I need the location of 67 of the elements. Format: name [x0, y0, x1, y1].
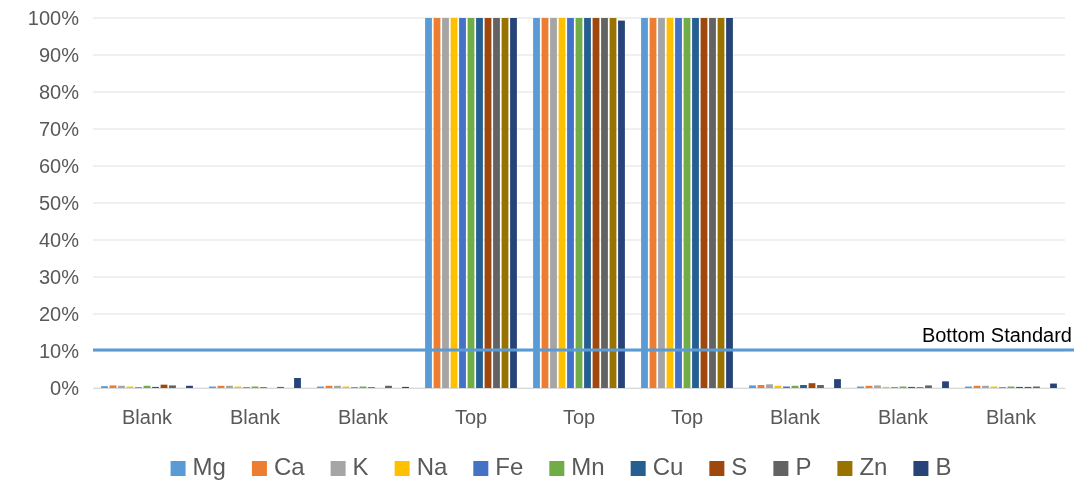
bar	[226, 385, 233, 388]
y-tick-label: 100%	[27, 6, 80, 29]
bar	[459, 18, 466, 388]
x-tick-label: Blank	[769, 406, 822, 429]
bar	[601, 18, 608, 388]
legend-label: Fe	[495, 453, 524, 480]
x-tick-label: Blank	[877, 406, 930, 429]
x-tick-label: Blank	[229, 406, 282, 429]
x-tick-label: Blank	[337, 406, 390, 429]
bar	[658, 18, 665, 388]
x-tick-label: Top	[562, 406, 596, 429]
bar	[476, 18, 483, 388]
bar	[942, 381, 949, 388]
bar	[800, 385, 807, 388]
bar	[982, 385, 989, 388]
legend-label: Cu	[652, 453, 684, 480]
y-tick-label: 60%	[38, 154, 80, 177]
x-tick-label: Top	[454, 406, 488, 429]
bar	[109, 385, 117, 388]
bar	[550, 18, 557, 388]
bar	[186, 385, 193, 388]
legend-label: Na	[416, 453, 448, 480]
bar	[757, 385, 765, 388]
x-tick-label: Blank	[985, 406, 1038, 429]
bar	[385, 385, 392, 388]
bar	[442, 18, 449, 388]
y-tick-label: 80%	[38, 80, 80, 103]
bar	[567, 18, 574, 388]
bar	[874, 385, 881, 388]
legend-label: Zn	[859, 453, 888, 480]
bar	[169, 385, 176, 388]
legend-label: S	[731, 453, 748, 480]
bar	[118, 385, 125, 388]
bar	[618, 20, 625, 388]
y-tick-label: 0%	[50, 376, 80, 399]
ref-line-label: Bottom Standard	[921, 323, 1072, 346]
bar	[675, 18, 682, 388]
y-tick-label: 20%	[38, 302, 80, 325]
y-tick-label: 50%	[38, 191, 80, 214]
bar	[294, 378, 301, 388]
y-tick-label: 10%	[38, 339, 80, 362]
legend-label: P	[795, 453, 812, 480]
legend-label: Ca	[273, 453, 306, 480]
bar	[726, 18, 733, 388]
bar	[749, 385, 756, 388]
y-tick-label: 70%	[38, 117, 80, 140]
legend-label: K	[352, 453, 369, 480]
y-tick-label: 30%	[38, 265, 80, 288]
bar	[834, 379, 841, 388]
bar	[1050, 383, 1057, 388]
bar	[584, 18, 591, 388]
legend-label: Mn	[571, 453, 605, 480]
y-tick-label: 40%	[38, 228, 80, 251]
bar	[817, 385, 824, 388]
y-tick-label: 90%	[38, 43, 80, 66]
bar	[766, 384, 773, 388]
bar	[925, 385, 932, 388]
bar	[808, 383, 816, 388]
x-tick-label: Blank	[121, 406, 174, 429]
bar	[493, 18, 500, 388]
x-tick-label: Top	[670, 406, 704, 429]
bar	[709, 18, 716, 388]
bar	[334, 385, 341, 388]
bar	[510, 18, 517, 388]
bar	[692, 18, 699, 388]
legend-label: B	[935, 453, 952, 480]
legend-label: Mg	[192, 453, 226, 480]
